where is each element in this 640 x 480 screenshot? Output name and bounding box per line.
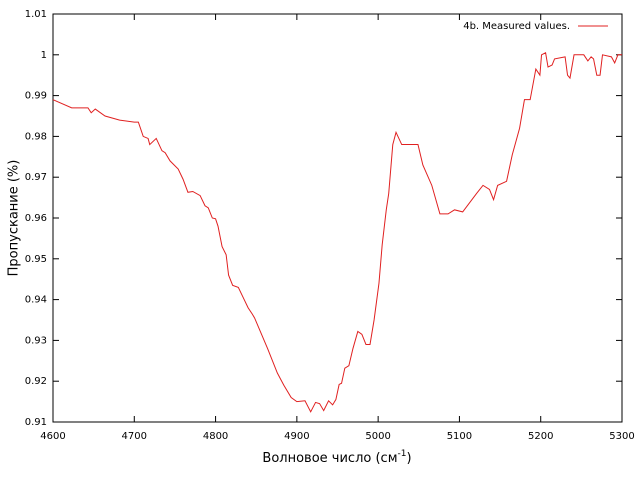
x-tick-label: 4800 [203,431,228,442]
y-tick-label: 1.01 [25,9,47,20]
y-tick-label: 0.97 [25,172,47,183]
x-tick-label: 4900 [284,431,309,442]
y-tick-label: 0.96 [25,213,47,224]
y-tick-label: 0.99 [25,91,47,102]
plot-frame [52,13,623,423]
x-tick-label: 4700 [122,431,147,442]
x-label-closing: ) [406,451,411,466]
y-axis-label: Пропускание (%) [7,160,22,277]
data-line [52,52,622,413]
y-tick-label: 0.94 [25,295,47,306]
x-tick-label: 5300 [609,431,634,442]
y-tick-label: 0.95 [25,254,47,265]
y-tick-label: 0.91 [25,417,47,428]
y-tick-label: 0.93 [25,335,47,346]
x-axis-label: Волновое число (см-1) [262,449,411,466]
x-tick-label: 5200 [528,431,553,442]
legend-label: 4b. Measured values. [463,21,570,32]
x-tick-label: 4600 [40,431,65,442]
x-tick-label: 5000 [365,431,390,442]
x-tick-label: 5100 [447,431,472,442]
x-label-superscript: -1 [398,449,407,459]
x-label-text: Волновое число (см [262,451,397,466]
y-tick-label: 1 [41,50,47,61]
y-tick-label: 0.98 [25,131,47,142]
y-tick-label: 0.92 [25,376,47,387]
